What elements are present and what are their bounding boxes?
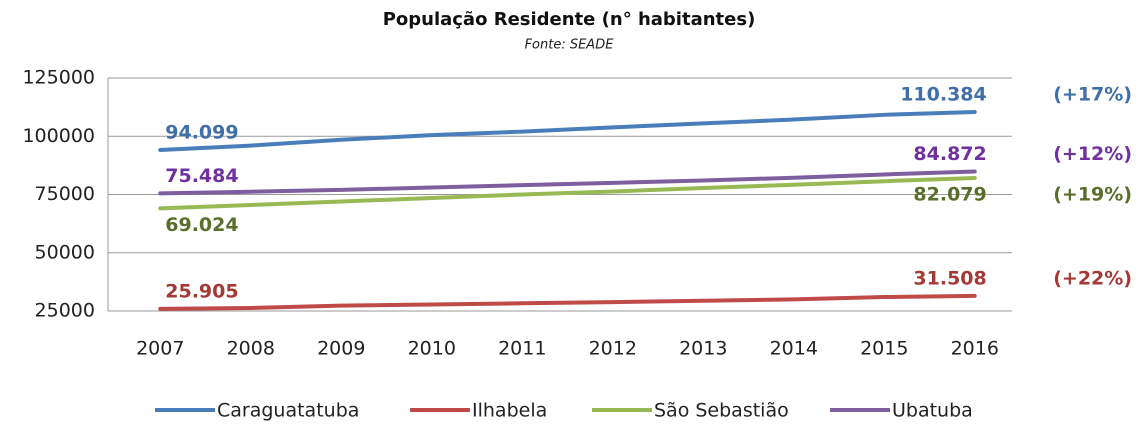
y-tick-label: 50000 bbox=[35, 241, 95, 263]
x-tick-label: 2007 bbox=[136, 338, 184, 360]
chart-subtitle: Fonte: SEADE bbox=[525, 38, 615, 53]
x-tick-label: 2013 bbox=[679, 338, 727, 360]
x-tick-label: 2010 bbox=[408, 338, 456, 360]
x-tick-label: 2014 bbox=[770, 338, 818, 360]
legend-label: Ubatuba bbox=[892, 400, 973, 422]
legend-label: Ilhabela bbox=[472, 400, 547, 422]
value-label: 25.905 bbox=[165, 280, 238, 302]
annotation: (+17%) bbox=[1053, 84, 1132, 106]
legend-label: São Sebastião bbox=[654, 400, 789, 422]
x-tick-label: 2016 bbox=[951, 338, 999, 360]
legend-label: Caraguatatuba bbox=[217, 400, 359, 422]
y-tick-label: 100000 bbox=[22, 125, 95, 147]
value-label: 31.508 bbox=[913, 267, 986, 289]
chart-title: População Residente (n° habitantes) bbox=[383, 9, 756, 30]
annotation: (+19%) bbox=[1053, 184, 1132, 206]
x-tick-label: 2008 bbox=[227, 338, 275, 360]
x-tick-label: 2012 bbox=[589, 338, 637, 360]
value-label: 75.484 bbox=[165, 165, 238, 187]
x-tick-label: 2015 bbox=[860, 338, 908, 360]
value-label: 110.384 bbox=[900, 84, 987, 106]
annotation: (+12%) bbox=[1053, 143, 1132, 165]
value-label: 69.024 bbox=[165, 214, 238, 236]
value-label: 94.099 bbox=[165, 121, 238, 143]
x-tick-label: 2011 bbox=[498, 338, 546, 360]
value-label: 82.079 bbox=[913, 184, 986, 206]
line bbox=[158, 110, 977, 152]
y-tick-label: 75000 bbox=[35, 183, 95, 205]
line bbox=[158, 169, 977, 196]
y-tick-label: 125000 bbox=[22, 67, 95, 89]
line bbox=[158, 293, 977, 311]
value-label: 84.872 bbox=[913, 143, 986, 165]
annotation: (+22%) bbox=[1053, 267, 1132, 289]
x-tick-label: 2009 bbox=[317, 338, 365, 360]
line bbox=[158, 176, 977, 211]
y-tick-label: 25000 bbox=[35, 300, 95, 322]
